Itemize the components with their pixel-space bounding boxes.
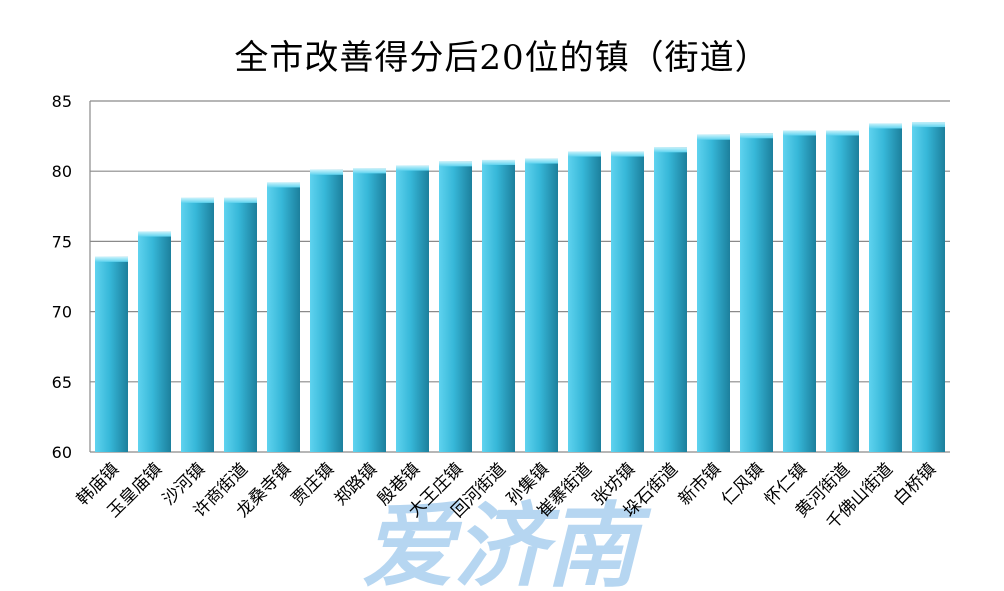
y-tick-label: 75: [52, 232, 72, 251]
bar-cap: [740, 133, 773, 139]
bar: [783, 130, 816, 452]
bar: [224, 197, 257, 452]
bar-cap: [826, 130, 859, 136]
bar-cap: [267, 182, 300, 188]
bar-cap: [611, 151, 644, 157]
bar-cap: [697, 134, 730, 140]
bar: [697, 134, 730, 453]
bar: [869, 123, 902, 453]
y-axis-ticks: 60 65 70 75 80 85: [52, 92, 72, 462]
bar: [482, 159, 515, 452]
bar-cap: [568, 151, 601, 157]
gridlines: [89, 100, 950, 453]
bar: [568, 151, 601, 452]
x-tick-label: 白桥镇: [890, 459, 940, 509]
bar: [654, 147, 687, 452]
chart-title: 全市改善得分后20位的镇（街道）: [234, 38, 770, 78]
bar: [740, 133, 773, 453]
bar: [439, 161, 472, 452]
bar-cap: [439, 161, 472, 167]
x-tick-label: 贾庄镇: [288, 459, 338, 509]
bar-cap: [912, 122, 945, 128]
bar: [826, 130, 859, 452]
x-tick-label: 仁风镇: [718, 459, 768, 509]
bar: [525, 158, 558, 452]
bar-cap: [783, 130, 816, 136]
bar-cap: [396, 165, 429, 171]
bar-cap: [181, 197, 214, 203]
bar-cap: [310, 169, 343, 175]
bar: [138, 231, 171, 452]
y-tick-label: 80: [52, 162, 72, 181]
watermark-text: 爱济南: [362, 493, 652, 591]
bar: [611, 151, 644, 452]
bar: [353, 168, 386, 452]
bars: [95, 122, 945, 453]
bar: [95, 256, 128, 452]
y-tick-label: 60: [52, 443, 72, 462]
watermark: 爱济南: [362, 493, 652, 591]
y-tick-label: 65: [52, 373, 72, 392]
bar: [912, 122, 945, 452]
bar-cap: [869, 123, 902, 129]
bar-cap: [525, 158, 558, 164]
bar: [310, 169, 343, 452]
bar-cap: [654, 147, 687, 153]
bar: [267, 182, 300, 452]
y-tick-label: 85: [52, 92, 72, 111]
bar: [396, 165, 429, 453]
bar-cap: [482, 159, 515, 165]
bar-cap: [353, 168, 386, 174]
bar-cap: [224, 197, 257, 203]
y-tick-label: 70: [52, 303, 72, 322]
bar-cap: [138, 231, 171, 237]
bar: [181, 197, 214, 452]
bar-cap: [95, 256, 128, 262]
x-tick-label: 新市镇: [675, 459, 725, 509]
